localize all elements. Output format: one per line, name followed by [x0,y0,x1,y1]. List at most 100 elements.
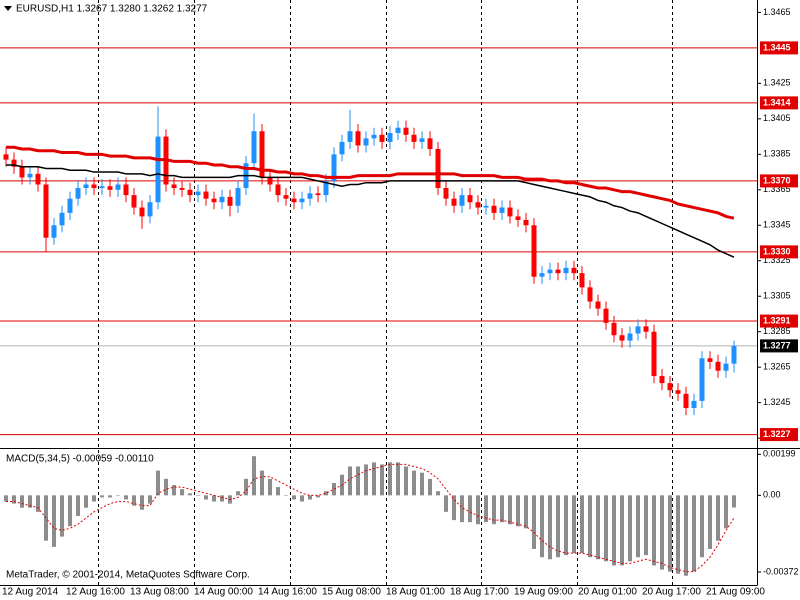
candle-body [515,216,521,220]
level-label-box [760,245,798,259]
candle-body [675,390,681,394]
macd-bar [148,495,152,504]
current-price-label: 1.3277 [763,340,791,350]
macd-bar [268,478,272,496]
macd-bar [732,495,736,508]
y-tick-label: 1.3325 [763,255,791,265]
candle-body [107,186,113,190]
candle-body [611,322,617,336]
macd-bar [572,495,576,554]
macd-bar [116,495,120,496]
macd-bar [276,487,280,496]
macd-bar [620,495,624,566]
moving-average [6,145,735,220]
macd-bar [196,495,200,496]
signal-line [6,463,735,573]
macd-bar [404,466,408,496]
candle-body [435,149,441,189]
candle-body [627,333,633,341]
macd-bar [60,495,64,537]
candle-body [555,269,561,274]
candle-body [203,191,209,199]
candle-body [411,134,417,142]
candle-body [35,173,41,185]
x-tick-label: 18 Aug 17:00 [450,587,509,598]
candle-body [331,154,337,181]
x-tick-label: 15 Aug 08:00 [322,587,381,598]
macd-bar [588,495,592,558]
level-label: 1.3414 [763,97,791,107]
candle-body [155,136,161,203]
macd-bar [652,495,656,566]
candle-body [267,177,273,185]
y-tick-label: 1.3365 [763,184,791,194]
macd-bar [332,482,336,496]
macd-bar [244,478,248,496]
candle-body [339,141,345,155]
macd-bar [444,495,448,512]
candle-body [691,400,697,408]
candle-body [251,131,257,164]
y-tick-label: 1.3285 [763,326,791,336]
y-tick-label: 1.3345 [763,220,791,230]
macd-bar [220,495,224,502]
macd-bar [500,495,504,523]
x-tick-label: 21 Aug 09:00 [706,587,765,598]
candle-body [443,188,449,199]
candle-body [91,184,97,189]
candle-body [635,326,641,334]
macd-bar [668,495,672,572]
candle-body [131,195,137,208]
candle-body [643,326,649,332]
candle-body [731,345,737,364]
y-tick-label: 1.3385 [763,149,791,159]
level-label-box [760,428,798,442]
candle-body [171,184,177,189]
macd-bar [596,495,600,560]
candle-body [587,287,593,302]
candle-body [299,198,305,203]
plot-layer: 1.3465 1.3425 1.3405 1.3385 1.3365 1.3345 1.33… [0,7,799,598]
candle-body [595,301,601,309]
candle-body [667,383,673,391]
candle-body [523,219,529,226]
macd-bar [188,493,192,496]
candle-body [147,202,153,217]
macd-bar [180,489,184,496]
candle-body [211,198,217,203]
candle-body [59,212,65,226]
candle-body [139,207,145,217]
x-tick-label: 12 Aug 16:00 [66,587,125,598]
candle-body [19,166,25,178]
macd-bar [92,495,96,502]
macd-bar [532,495,536,549]
level-label-box [760,96,798,110]
macd-bar [676,495,680,574]
macd-bar [420,472,424,496]
macd-bar [724,495,728,529]
macd-bar [348,466,352,496]
macd-bar [692,495,696,572]
macd-bar [708,495,712,549]
candle-body [603,308,609,323]
x-tick-label: 12 Aug 2014 [2,587,59,598]
macd-bar [124,495,128,500]
macd-bar [52,495,56,547]
macd-bar [100,495,104,498]
macd-bar [460,495,464,523]
candle-body [275,184,281,196]
candle-body [459,195,465,206]
y-tick-label: 0.00 [763,490,781,500]
macd-bar [12,495,16,504]
candle-body [235,188,241,206]
macd-bar [644,495,648,556]
level-label-box [760,314,798,328]
candle-body [75,188,81,199]
candle-body [123,184,129,196]
y-tick-label: 1.3405 [763,113,791,123]
y-tick-label: 0.00199 [763,449,796,459]
x-tick-label: 13 Aug 08:00 [130,587,189,598]
candle-body [195,191,201,196]
indicator-title: MACD(5,34,5) -0.00059 -0.00110 [6,454,154,465]
